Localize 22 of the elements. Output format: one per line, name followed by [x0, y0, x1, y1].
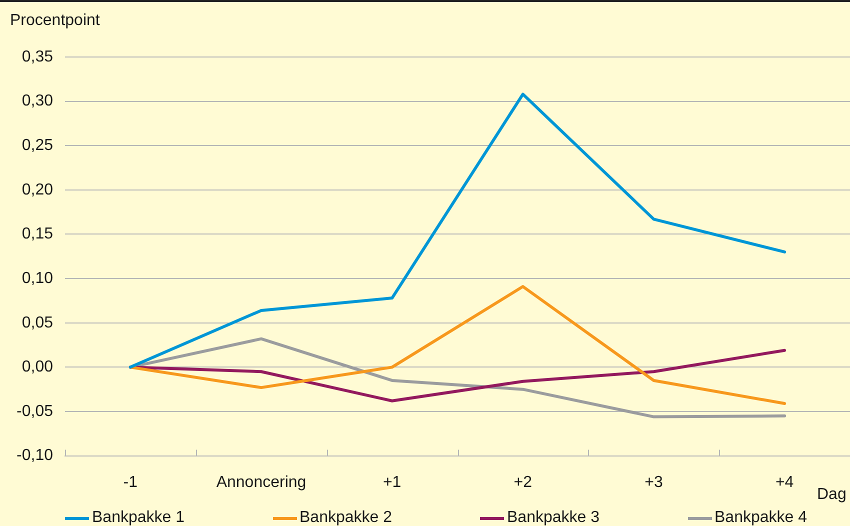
- x-tick-label: -1: [123, 474, 138, 491]
- legend-label: Bankpakke 3: [507, 509, 600, 526]
- y-tick-label: 0,10: [22, 270, 54, 287]
- legend-label: Bankpakke 1: [92, 509, 185, 526]
- y-tick-label: -0,10: [16, 447, 54, 464]
- y-tick-label: 0,35: [22, 48, 54, 66]
- x-tick-label: +3: [644, 474, 663, 491]
- x-tick-label: Annoncering: [216, 474, 306, 491]
- y-axis-title: Procentpoint: [10, 12, 100, 30]
- y-tick-label: 0,30: [22, 92, 54, 110]
- y-tick-label: 0,20: [22, 181, 54, 198]
- legend-label: Bankpakke 2: [300, 509, 392, 526]
- y-tick-label: -0,05: [16, 402, 54, 420]
- x-tick-label: +1: [382, 474, 402, 491]
- y-tick-label: 0,05: [22, 314, 54, 332]
- y-tick-label: 0,15: [22, 226, 54, 243]
- y-tick-label: 0,00: [22, 358, 54, 376]
- x-tick-label: +2: [514, 474, 532, 491]
- x-tick-label: +4: [775, 474, 794, 491]
- x-axis-title: Dag: [817, 486, 846, 504]
- legend-label: Bankpakke 4: [714, 509, 808, 526]
- y-tick-label: 0,25: [22, 137, 54, 154]
